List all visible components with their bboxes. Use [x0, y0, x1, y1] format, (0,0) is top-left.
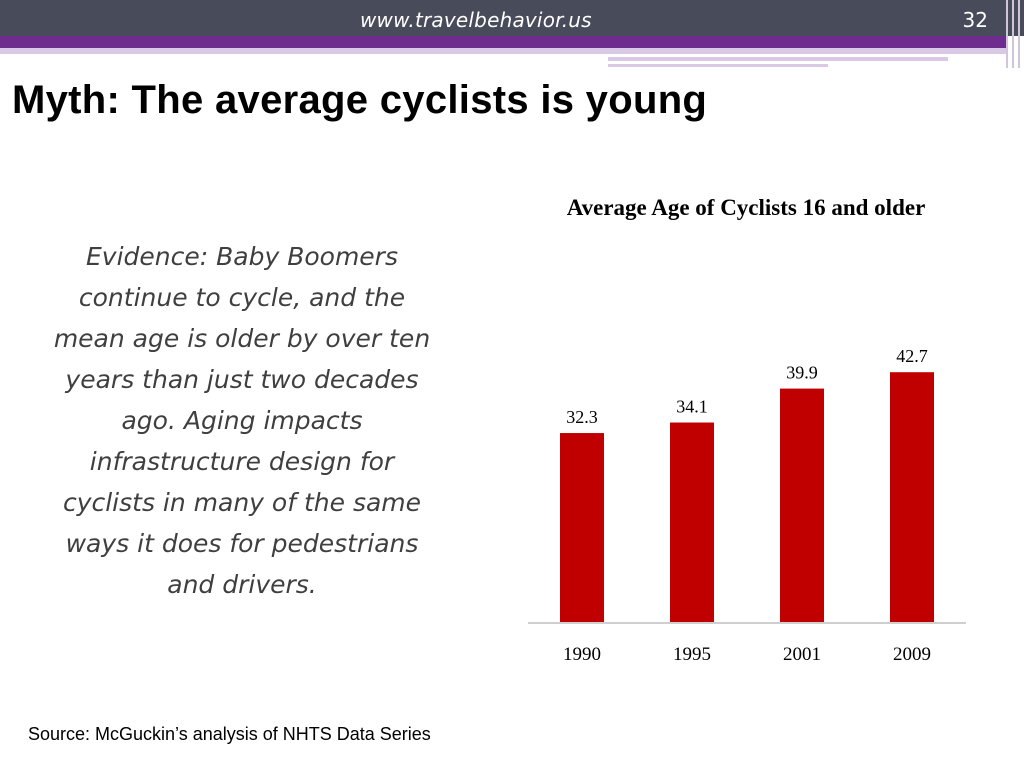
bar-2009	[890, 372, 934, 622]
x-tick-2009: 2009	[893, 644, 931, 665]
bar-1990	[560, 433, 604, 622]
decor-line	[1006, 0, 1008, 68]
x-tick-1990: 1990	[563, 644, 601, 665]
x-tick-2001: 2001	[783, 644, 821, 665]
accent-band	[0, 36, 1006, 48]
decor-stripe	[608, 64, 828, 67]
decor-line	[1012, 0, 1014, 68]
age-bar-chart: 32.3 1990 34.1 1995 39.9 2001 42.7 2009	[528, 346, 966, 665]
slide-title: Myth: The average cyclists is young	[12, 78, 708, 122]
decor-stripe	[608, 57, 948, 61]
data-label-2009: 42.7	[896, 346, 928, 366]
evidence-text: Evidence: Baby Boomers continue to cycle…	[53, 242, 431, 599]
bar-1995	[670, 422, 714, 622]
decor-stripe	[0, 48, 1006, 54]
header-bar	[0, 0, 1024, 36]
chart-title: Average Age of Cyclists 16 and older	[566, 195, 926, 220]
data-label-1990: 32.3	[566, 407, 598, 427]
slide-number: 32	[962, 8, 988, 32]
data-label-1995: 34.1	[676, 397, 708, 417]
site-url[interactable]: www.travelbehavior.us	[360, 8, 592, 32]
source-note: Source: McGuckin’s analysis of NHTS Data…	[28, 724, 431, 744]
bar-2001	[780, 388, 824, 622]
data-label-2001: 39.9	[786, 363, 818, 383]
decor-line	[1018, 0, 1020, 68]
x-tick-1995: 1995	[673, 644, 711, 665]
